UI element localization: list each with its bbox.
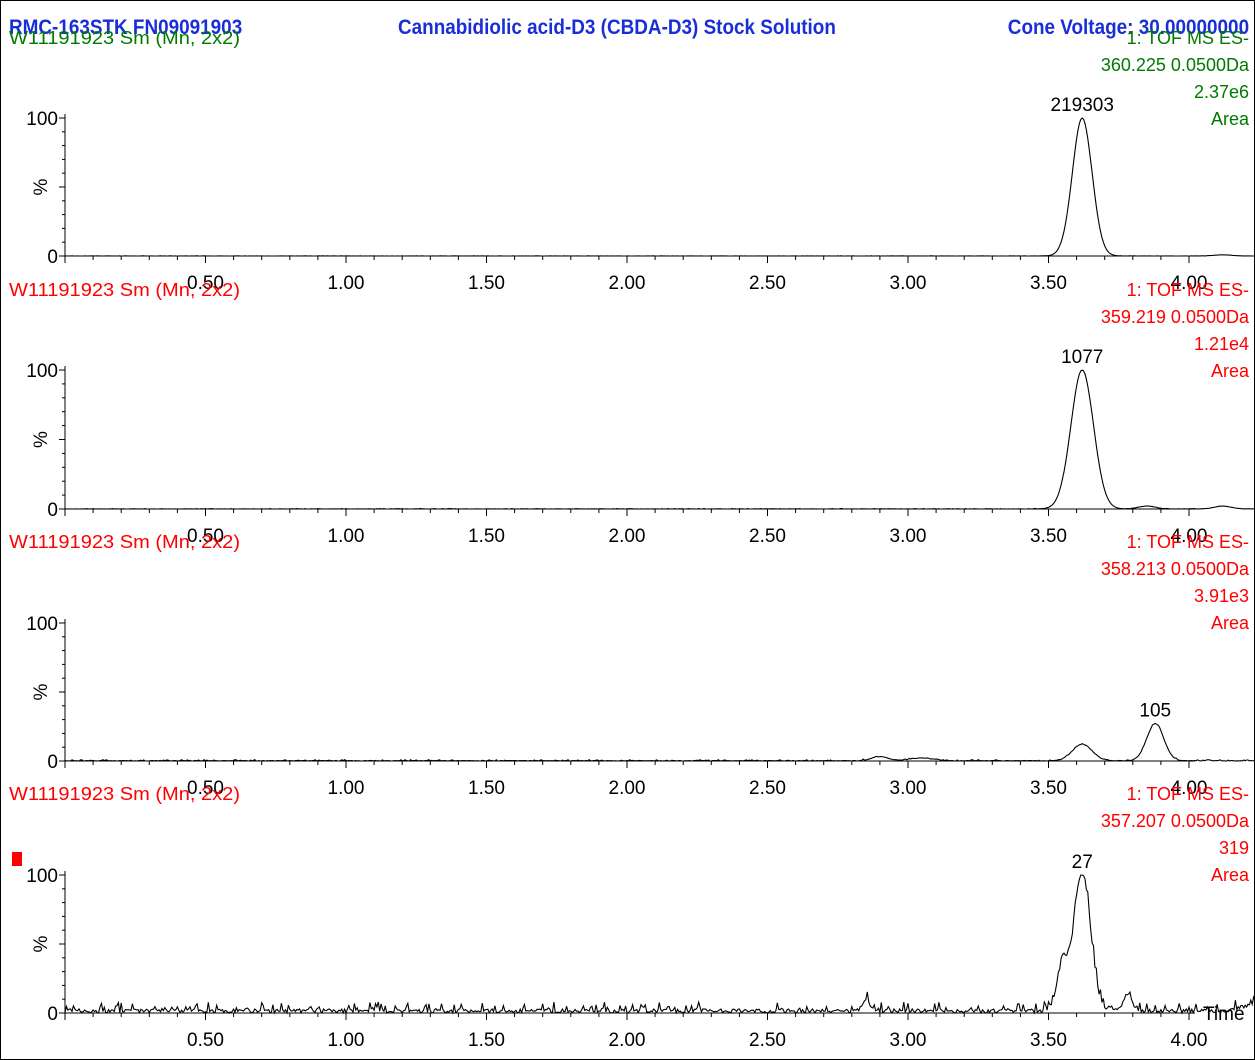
peak-area-label: 1077: [1061, 347, 1103, 368]
trace-info-line: 2.37e6: [1194, 82, 1249, 102]
x-tick-label: 2.00: [609, 526, 646, 547]
y-tick-label: 0: [47, 1004, 58, 1025]
x-tick-label: 3.00: [890, 526, 927, 547]
trace-info-line: 319: [1219, 838, 1249, 858]
x-tick-label: 1.50: [468, 778, 505, 799]
y-tick-label: 100: [26, 614, 58, 635]
red-marker: [12, 852, 22, 866]
y-axis-label: %: [31, 431, 52, 448]
x-tick-label: 3.50: [1030, 778, 1067, 799]
x-tick-label: 4.00: [1171, 526, 1208, 547]
trace-info-line: Area: [1211, 109, 1250, 129]
trace-info-line: Area: [1211, 865, 1250, 885]
trace-info-line: 359.219 0.0500Da: [1101, 307, 1250, 327]
x-tick-label: 2.00: [609, 273, 646, 294]
sample-id-title: RMC-163STK FN09091903: [9, 16, 243, 39]
x-tick-label: 2.50: [749, 1030, 786, 1051]
trace-info-line: 357.207 0.0500Da: [1101, 811, 1250, 831]
x-tick-label: 3.00: [890, 778, 927, 799]
x-tick-label: 3.50: [1030, 273, 1067, 294]
trace-info-line: 1: TOF MS ES-: [1127, 532, 1249, 552]
x-tick-label: 3.00: [890, 1030, 927, 1051]
x-tick-label: 1.50: [468, 526, 505, 547]
x-tick-label: 1.50: [468, 1030, 505, 1051]
trace-info-line: Area: [1211, 361, 1250, 381]
chromatogram-trace: [64, 117, 1255, 257]
x-tick-label: 0.50: [187, 526, 224, 547]
x-tick-label: 1.00: [328, 273, 365, 294]
trace-info-line: Area: [1211, 613, 1250, 633]
x-tick-label: 0.50: [187, 273, 224, 294]
x-tick-label: 4.00: [1171, 1030, 1208, 1051]
x-tick-label: 1.00: [328, 1030, 365, 1051]
sample-label: W11191923 Sm (Mn, 2x2): [9, 28, 240, 48]
x-tick-label: 1.50: [468, 273, 505, 294]
sample-label: W11191923 Sm (Mn, 2x2): [9, 280, 240, 300]
x-tick-label: 1.00: [328, 778, 365, 799]
trace-info-line: 1.21e4: [1194, 334, 1249, 354]
y-axis-label: %: [31, 178, 52, 195]
x-tick-label: 1.00: [328, 526, 365, 547]
x-tick-label: 2.50: [749, 778, 786, 799]
x-tick-label: 4.00: [1171, 273, 1208, 294]
x-tick-label: 2.00: [609, 778, 646, 799]
x-tick-label: 3.50: [1030, 1030, 1067, 1051]
trace-info-line: 1: TOF MS ES-: [1127, 28, 1249, 48]
peak-area-label: 105: [1139, 701, 1171, 722]
trace-info-line: 358.213 0.0500Da: [1101, 559, 1250, 579]
x-tick-label: 2.50: [749, 273, 786, 294]
y-axis-label: %: [31, 935, 52, 952]
trace-info-line: 360.225 0.0500Da: [1101, 55, 1250, 75]
y-tick-label: 0: [47, 247, 58, 268]
y-tick-label: 0: [47, 500, 58, 521]
chromatogram-trace: [64, 722, 1255, 762]
trace-info-line: 1: TOF MS ES-: [1127, 280, 1249, 300]
trace-info-line: 3.91e3: [1194, 586, 1249, 606]
x-tick-label: 0.50: [187, 778, 224, 799]
y-tick-label: 0: [47, 752, 58, 773]
y-axis-label: %: [31, 683, 52, 700]
sample-label: W11191923 Sm (Mn, 2x2): [9, 532, 240, 552]
chromatogram-trace: [65, 369, 1255, 510]
y-tick-label: 100: [26, 361, 58, 382]
y-tick-label: 100: [26, 866, 58, 887]
x-tick-label: 3.00: [890, 273, 927, 294]
trace-info-line: 1: TOF MS ES-: [1127, 784, 1249, 804]
peak-area-label: 27: [1072, 852, 1093, 873]
x-tick-label: 2.00: [609, 1030, 646, 1051]
peak-area-label: 219303: [1051, 95, 1114, 116]
sample-label: W11191923 Sm (Mn, 2x2): [9, 784, 240, 804]
x-tick-label: 4.00: [1171, 778, 1208, 799]
cone-voltage-title: Cone Voltage: 30.00000000: [1007, 16, 1249, 39]
x-tick-label: 3.50: [1030, 526, 1067, 547]
x-tick-label: 2.50: [749, 526, 786, 547]
compound-title: Cannabidiolic acid-D3 (CBDA-D3) Stock So…: [398, 16, 836, 39]
y-tick-label: 100: [26, 109, 58, 130]
chromatogram-trace: [64, 874, 1255, 1015]
x-tick-label: 0.50: [187, 1030, 224, 1051]
